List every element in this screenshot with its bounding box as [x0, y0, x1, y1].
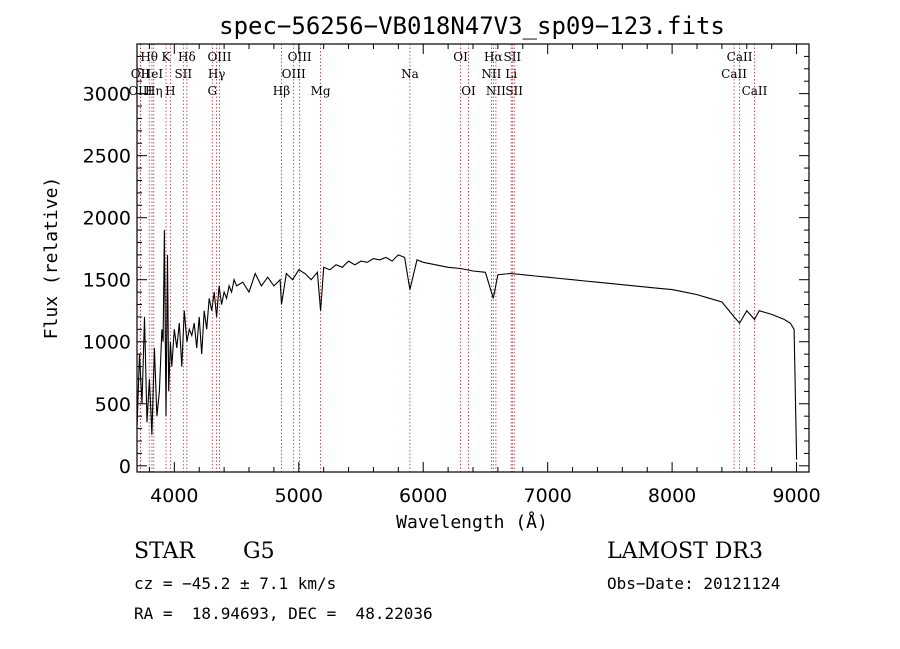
- line-label-19: Hα: [484, 50, 503, 64]
- x-axis-label: Wavelength (Å): [396, 511, 548, 533]
- x-axis-ticks: 4000 5000 6000 7000 8000 9000: [148, 44, 821, 507]
- line-label-6: H: [165, 84, 175, 98]
- line-label-24: SII: [505, 84, 523, 98]
- y-tick-label: 0: [119, 456, 131, 478]
- y-tick-label: 500: [95, 394, 131, 416]
- line-label-3: HeI: [141, 67, 164, 81]
- line-label-21: NII: [481, 67, 501, 81]
- y-tick-label: 2000: [83, 208, 131, 230]
- plot-frame: [136, 43, 810, 473]
- line-label-2: OIII: [128, 84, 152, 98]
- line-label-23: NII: [486, 84, 506, 98]
- survey-name: LAMOST DR3: [607, 539, 763, 564]
- y-axis-label: Flux (relative): [41, 177, 62, 340]
- object-class: STAR: [134, 539, 195, 564]
- line-label-1: OII: [131, 67, 151, 81]
- y-tick-label: 1500: [83, 270, 131, 292]
- line-label-10: Hγ: [208, 67, 226, 81]
- line-label-16: Na: [401, 67, 419, 81]
- x-tick-label: 7000: [523, 485, 571, 507]
- line-label-11: G: [207, 84, 217, 98]
- line-label-15: Mg: [311, 84, 331, 98]
- y-tick-label: 3000: [83, 84, 131, 106]
- line-label-12: OIII: [288, 50, 312, 64]
- line-marker-labels: Hθ OII OIII HeI Hη K H SII Hδ OIII Hγ G OIII OIII Hβ Mg…: [128, 50, 767, 98]
- line-label-20: SII: [503, 50, 521, 64]
- line-label-25: CaII: [727, 50, 753, 64]
- spectrum-line: [136, 230, 798, 460]
- line-label-7: SII: [174, 67, 192, 81]
- line-label-0: Hθ: [140, 50, 158, 64]
- x-tick-label: 4000: [150, 485, 198, 507]
- redshift-velocity: cz = −45.2 ± 7.1 km/s: [134, 574, 337, 593]
- line-label-13: OIII: [282, 67, 306, 81]
- line-label-9: OIII: [207, 50, 231, 64]
- chart-title: spec−56256−VB018N47V3_sp09−123.fits: [219, 12, 725, 40]
- x-tick-label: 5000: [275, 485, 323, 507]
- line-label-22: Li: [505, 67, 517, 81]
- observation-date: Obs−Date: 20121124: [607, 574, 781, 593]
- line-label-17: OI: [453, 50, 468, 64]
- line-label-5: K: [162, 50, 172, 64]
- x-tick-label: 6000: [399, 485, 447, 507]
- ra-dec-coordinates: RA = 18.94693, DEC = 48.22036: [134, 604, 433, 623]
- x-tick-label: 8000: [648, 485, 696, 507]
- y-tick-label: 2500: [83, 146, 131, 168]
- y-tick-label: 1000: [83, 332, 131, 354]
- line-label-26: CaII: [721, 67, 747, 81]
- x-tick-label: 9000: [772, 485, 820, 507]
- object-subclass: G5: [243, 539, 275, 564]
- line-label-27: CaII: [742, 84, 768, 98]
- line-label-18: OI: [461, 84, 476, 98]
- line-label-8: Hδ: [178, 50, 196, 64]
- line-label-4: Hη: [145, 84, 163, 98]
- y-axis-ticks: 0 500 1000 1500 2000 2500 3000: [83, 55, 809, 478]
- line-label-14: Hβ: [273, 84, 290, 98]
- line-markers: [139, 44, 755, 472]
